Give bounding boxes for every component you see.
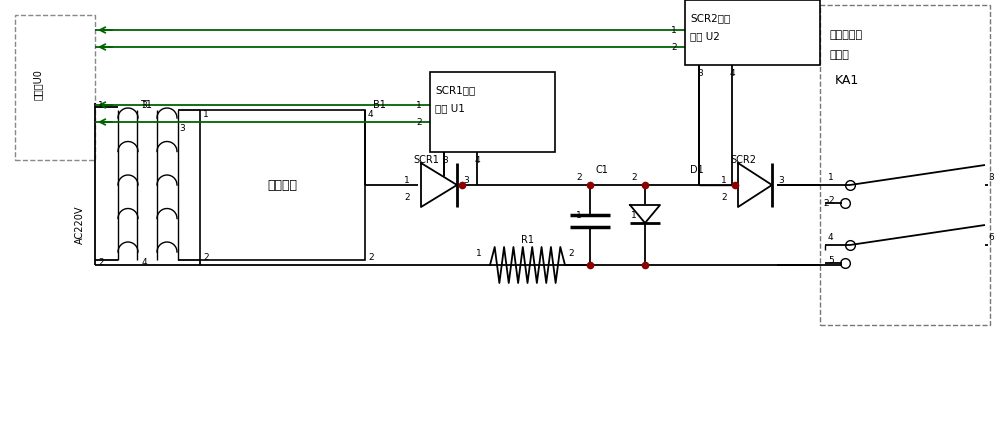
Text: 1: 1 <box>476 249 482 257</box>
Text: 继电器: 继电器 <box>830 50 850 60</box>
Text: SCR1: SCR1 <box>413 155 439 165</box>
Bar <box>200 110 365 260</box>
Text: 1: 1 <box>631 210 637 220</box>
Text: R1: R1 <box>521 235 534 245</box>
Text: 2: 2 <box>416 117 422 127</box>
Text: 2: 2 <box>368 253 374 261</box>
Text: SCR1驱动: SCR1驱动 <box>435 85 475 95</box>
Text: 2: 2 <box>404 193 410 202</box>
Bar <box>430 72 555 152</box>
Text: 2: 2 <box>203 253 209 261</box>
Text: 6: 6 <box>988 232 994 242</box>
Text: 1: 1 <box>671 26 677 34</box>
Text: 1: 1 <box>98 100 104 110</box>
Text: 3: 3 <box>778 176 784 184</box>
Text: 2: 2 <box>98 257 104 267</box>
Text: 4: 4 <box>141 257 147 267</box>
Bar <box>15 15 95 160</box>
Text: 控制器U0: 控制器U0 <box>33 70 43 100</box>
Text: 2: 2 <box>721 193 727 202</box>
Text: 3: 3 <box>697 69 703 77</box>
Text: C1: C1 <box>595 165 608 175</box>
Text: 电路 U2: 电路 U2 <box>690 31 720 41</box>
Text: 整流电路: 整流电路 <box>268 179 298 191</box>
Text: 1: 1 <box>416 100 422 110</box>
Text: 3: 3 <box>442 155 448 165</box>
Polygon shape <box>630 205 660 223</box>
Polygon shape <box>421 163 457 207</box>
Bar <box>820 5 990 325</box>
Text: D1: D1 <box>690 165 704 175</box>
Text: 1: 1 <box>203 110 209 118</box>
Text: 2: 2 <box>671 43 677 51</box>
Text: 4: 4 <box>368 110 374 118</box>
Text: B1: B1 <box>373 100 386 110</box>
Text: 4: 4 <box>828 232 834 242</box>
Text: 5: 5 <box>828 256 834 264</box>
Text: SCR2驱动: SCR2驱动 <box>690 13 730 23</box>
Text: 3: 3 <box>463 176 469 184</box>
Text: 1: 1 <box>828 172 834 181</box>
Text: 充退磁切换: 充退磁切换 <box>830 30 863 40</box>
Bar <box>685 0 820 65</box>
Polygon shape <box>738 163 772 207</box>
Text: 4: 4 <box>475 155 481 165</box>
Text: 电路 U1: 电路 U1 <box>435 103 465 113</box>
Text: 3: 3 <box>179 124 185 132</box>
Text: 2: 2 <box>568 249 574 257</box>
Text: 2: 2 <box>828 195 834 205</box>
Text: 1: 1 <box>576 210 582 220</box>
Text: 4: 4 <box>730 69 736 77</box>
Text: 2: 2 <box>823 198 829 208</box>
Text: AC220V: AC220V <box>75 206 85 244</box>
Text: SCR2: SCR2 <box>730 155 756 165</box>
Text: 1: 1 <box>404 176 410 184</box>
Text: 2: 2 <box>631 172 637 181</box>
Text: T1: T1 <box>140 100 152 110</box>
Text: 3: 3 <box>988 172 994 181</box>
Text: KA1: KA1 <box>835 73 859 87</box>
Text: 2: 2 <box>576 172 582 181</box>
Text: 3: 3 <box>141 100 147 110</box>
Text: 1: 1 <box>721 176 727 184</box>
